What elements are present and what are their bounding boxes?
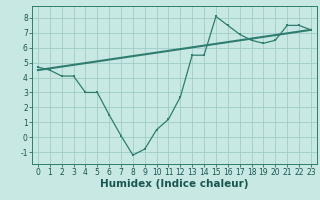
X-axis label: Humidex (Indice chaleur): Humidex (Indice chaleur) <box>100 179 249 189</box>
